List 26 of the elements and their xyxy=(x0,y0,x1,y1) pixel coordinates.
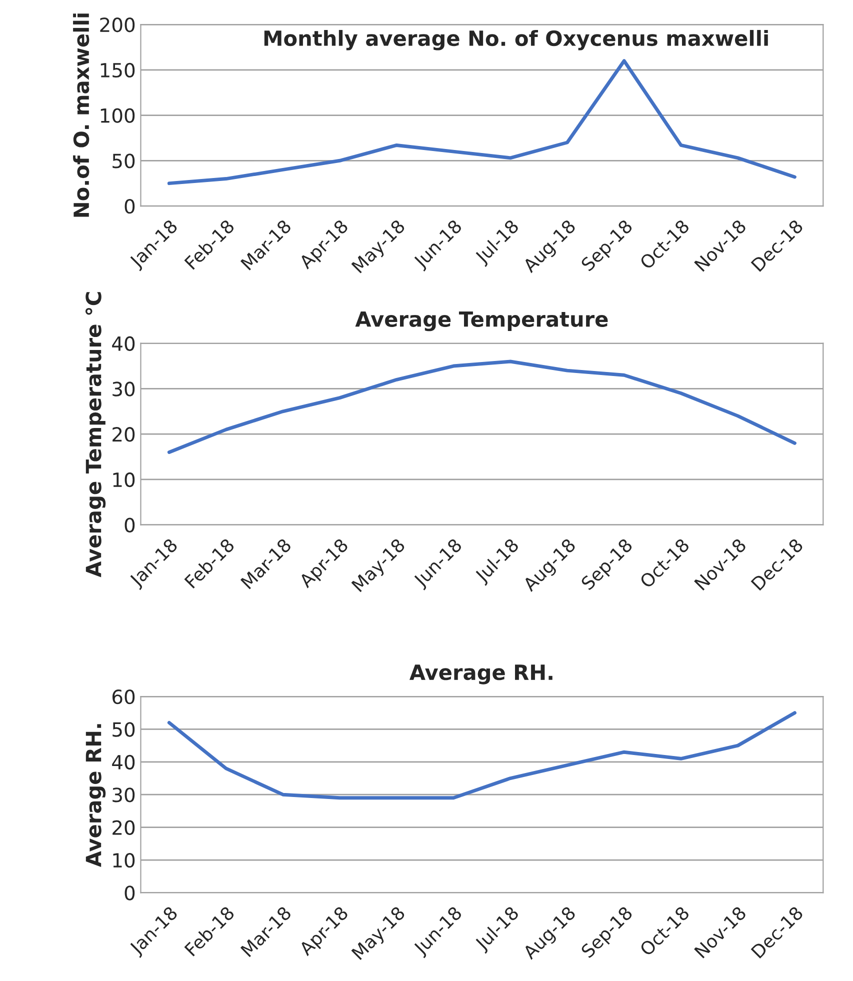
y-tick-label: 200 xyxy=(100,17,135,32)
line-series xyxy=(167,59,796,186)
y-tick-label: 100 xyxy=(100,108,135,123)
y-tick-label: 20 xyxy=(112,427,135,442)
line-series xyxy=(167,711,796,800)
y-tick-label: 0 xyxy=(124,518,135,532)
chart-title: Monthly average No. of Oxycenus maxwelli xyxy=(264,30,768,50)
y-tick-label: 30 xyxy=(112,788,135,802)
y-tick-label: 30 xyxy=(112,382,135,396)
y-tick-label: 0 xyxy=(124,886,135,900)
y-tick-label: 20 xyxy=(112,820,135,835)
y-tick-label: 10 xyxy=(113,852,135,868)
y-axis-title: No.of O. maxwelli xyxy=(73,14,90,217)
y-tick-label: 150 xyxy=(100,62,135,78)
y-tick-label: 40 xyxy=(112,754,135,770)
y-tick-label: 0 xyxy=(124,198,135,214)
y-tick-label: 50 xyxy=(112,722,135,737)
y-tick-label: 60 xyxy=(112,689,135,704)
y-axis-title: Average Temperature °C xyxy=(85,292,106,578)
y-tick-label: 10 xyxy=(113,472,135,488)
y-tick-label: 40 xyxy=(112,336,135,352)
chart-title: Average RH. xyxy=(409,664,552,684)
line-series xyxy=(167,360,796,454)
y-axis-title: Average RH. xyxy=(86,724,106,868)
chart-title: Average Temperature xyxy=(355,311,608,332)
y-tick-label: 50 xyxy=(112,154,135,168)
